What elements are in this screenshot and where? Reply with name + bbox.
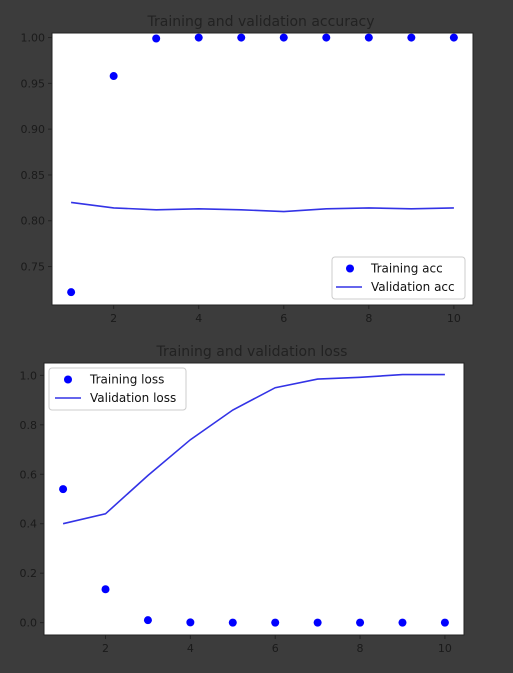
acc-training-point xyxy=(237,33,246,42)
acc-training-point xyxy=(364,33,373,42)
loss-training-point xyxy=(186,618,195,627)
loss-x-tick-label: 10 xyxy=(438,642,452,655)
training-loss-points xyxy=(59,485,449,627)
legend-training-loss-marker xyxy=(64,375,72,384)
acc-x-tick-label: 6 xyxy=(280,312,287,325)
loss-legend: Training loss Validation loss xyxy=(48,367,187,411)
acc-training-point xyxy=(322,33,331,42)
acc-y-tick-label: 0.90 xyxy=(21,123,46,136)
loss-x-axis: 2 4 6 8 10 xyxy=(102,635,452,655)
acc-x-tick-label: 10 xyxy=(447,312,461,325)
loss-y-tick-label: 0.2 xyxy=(20,567,38,580)
acc-training-point xyxy=(407,33,416,42)
acc-training-point xyxy=(152,34,161,43)
accuracy-legend: Training acc Validation acc xyxy=(331,256,466,300)
loss-training-point xyxy=(398,618,407,627)
legend-validation-acc-label: Validation acc xyxy=(371,280,455,294)
legend-training-acc-label: Training acc xyxy=(370,262,443,276)
loss-training-point xyxy=(143,616,152,625)
loss-training-point xyxy=(313,618,322,627)
loss-chart-title: Training and validation loss xyxy=(156,344,348,360)
accuracy-legend-box xyxy=(331,256,466,300)
acc-y-tick-label: 0.85 xyxy=(21,169,46,182)
loss-y-tick-label: 0.4 xyxy=(20,518,38,531)
accuracy-y-axis: 0.75 0.80 0.85 0.90 0.95 1.00 xyxy=(21,32,52,274)
training-acc-points xyxy=(67,33,458,297)
acc-y-tick-label: 0.80 xyxy=(21,215,46,228)
acc-x-tick-label: 4 xyxy=(195,312,202,325)
loss-x-tick-label: 2 xyxy=(102,642,109,655)
legend-validation-loss-label: Validation loss xyxy=(90,391,176,405)
acc-training-point xyxy=(109,72,118,81)
acc-x-tick-label: 8 xyxy=(365,312,372,325)
loss-y-tick-label: 1.0 xyxy=(20,369,38,382)
loss-training-point xyxy=(356,618,365,627)
legend-training-loss-label: Training loss xyxy=(89,373,164,387)
acc-training-point xyxy=(279,33,288,42)
acc-training-point xyxy=(449,33,458,42)
loss-training-point xyxy=(440,618,449,627)
loss-y-tick-label: 0.8 xyxy=(20,419,38,432)
loss-legend-box xyxy=(48,367,187,411)
loss-x-tick-label: 4 xyxy=(187,642,194,655)
loss-training-point xyxy=(101,585,110,594)
loss-x-tick-label: 6 xyxy=(272,642,279,655)
acc-training-point xyxy=(67,288,76,297)
loss-chart: Training and validation loss 0.00.20.40.… xyxy=(20,344,465,655)
accuracy-chart: Training and validation accuracy 0.75 0.8… xyxy=(21,14,474,325)
accuracy-x-axis: 2 4 6 8 10 xyxy=(110,305,461,325)
validation-loss-line xyxy=(62,373,445,525)
loss-y-tick-label: 0.6 xyxy=(20,468,38,481)
loss-training-point xyxy=(271,618,280,627)
acc-y-tick-label: 0.75 xyxy=(21,261,46,274)
loss-x-tick-label: 8 xyxy=(357,642,364,655)
acc-x-tick-label: 2 xyxy=(110,312,117,325)
acc-y-tick-label: 0.95 xyxy=(21,77,46,90)
loss-training-point xyxy=(228,618,237,627)
loss-y-axis: 0.0 0.2 0.4 0.6 0.8 1.0 xyxy=(20,369,44,630)
legend-training-acc-marker xyxy=(346,264,354,273)
accuracy-chart-title: Training and validation accuracy xyxy=(146,14,374,30)
acc-training-point xyxy=(194,33,203,42)
loss-training-point xyxy=(59,485,68,494)
acc-y-tick-label: 1.00 xyxy=(21,32,46,45)
loss-y-tick-label: 0.0 xyxy=(20,617,38,630)
validation-acc-line xyxy=(70,201,454,213)
